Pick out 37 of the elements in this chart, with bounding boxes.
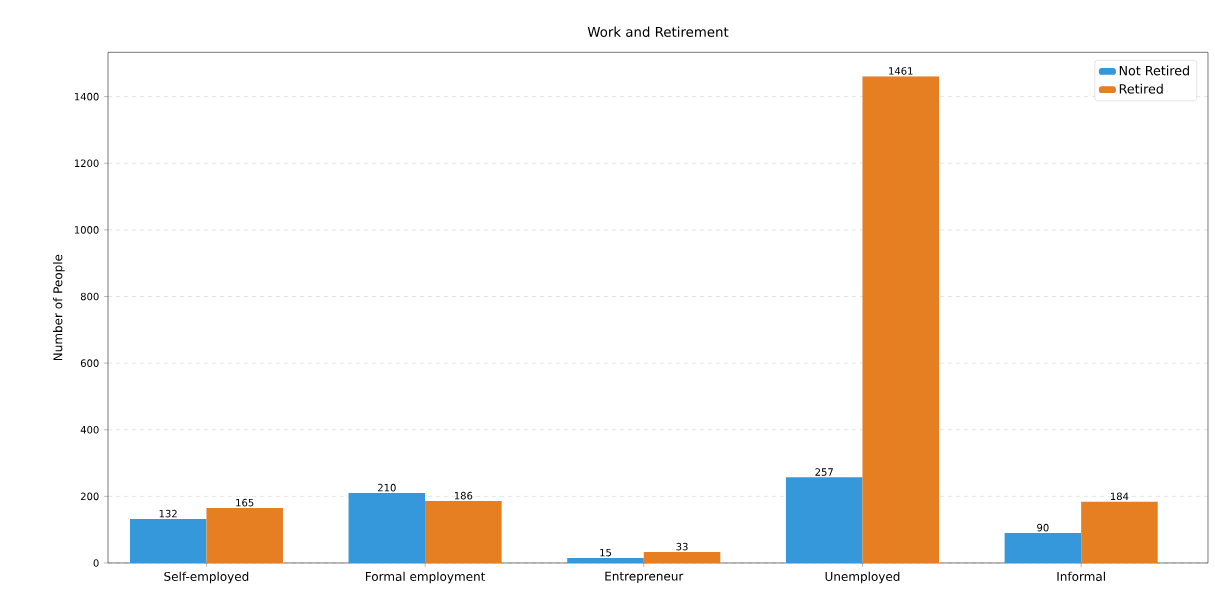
- bar: [206, 508, 283, 563]
- y-tick-label: 200: [80, 492, 99, 501]
- bar: [425, 501, 502, 563]
- chart-title: Work and Retirement: [587, 26, 729, 37]
- x-tick-label: Formal employment: [365, 571, 486, 584]
- y-tick-label: 0: [93, 559, 99, 567]
- x-tick-label: Self-employed: [164, 571, 249, 584]
- bar: [129, 519, 207, 563]
- legend-label: Retired: [1119, 83, 1163, 94]
- y-tick-label: 400: [80, 425, 99, 434]
- y-tick-label: 1400: [74, 92, 99, 101]
- x-tick-label: Entrepreneur: [605, 571, 684, 583]
- data-label: 33: [676, 542, 688, 551]
- data-label: 210: [378, 483, 396, 492]
- data-label: 186: [454, 491, 473, 500]
- bar: [643, 551, 721, 563]
- data-label: 15: [600, 548, 611, 557]
- y-tick-label: 600: [80, 359, 99, 367]
- bar: [862, 76, 940, 563]
- bar: [1004, 533, 1082, 563]
- data-label: 184: [1110, 492, 1129, 501]
- data-label: 165: [236, 498, 254, 507]
- bar: [1081, 501, 1158, 563]
- legend-label: Not Retired: [1119, 65, 1189, 76]
- y-tick-label: 1000: [74, 226, 99, 234]
- data-label: 1461: [889, 67, 913, 75]
- x-tick-label: Informal: [1057, 571, 1105, 581]
- data-label: 90: [1037, 523, 1049, 532]
- data-label: 257: [815, 468, 833, 476]
- y-tick-label: 1200: [74, 159, 99, 168]
- bar: [348, 493, 426, 563]
- y-tick-label: 800: [80, 292, 99, 301]
- y-axis-title: Number of People: [53, 254, 65, 361]
- bar: [567, 557, 644, 563]
- x-tick-label: Unemployed: [825, 571, 900, 584]
- data-label: 132: [159, 509, 177, 518]
- bar: [785, 477, 863, 563]
